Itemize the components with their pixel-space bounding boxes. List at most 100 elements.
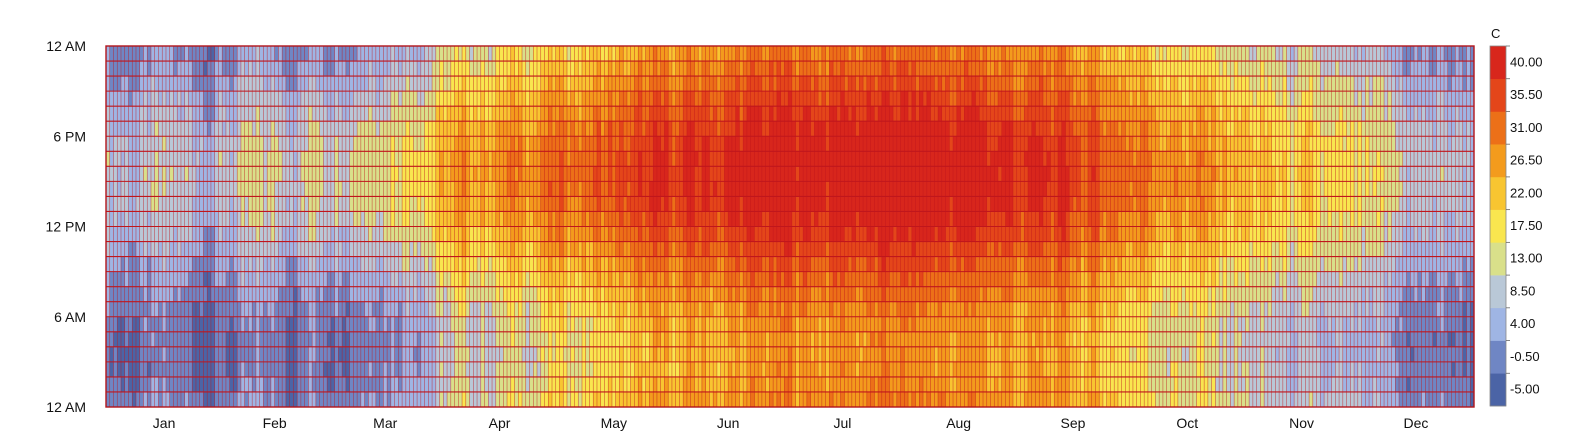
heatmap-cell	[282, 256, 287, 273]
heatmap-cell	[818, 301, 823, 318]
heatmap-cell	[342, 136, 347, 152]
heatmap-cell	[315, 91, 321, 107]
heatmap-cell	[150, 136, 156, 152]
heatmap-cell	[387, 316, 392, 333]
heatmap-cell	[424, 361, 429, 378]
heatmap-cell	[548, 376, 553, 393]
heatmap-cell	[203, 181, 208, 197]
heatmap-cell	[342, 46, 347, 62]
heatmap-cell	[641, 346, 647, 363]
heatmap-cell	[327, 121, 332, 137]
heatmap-cell	[237, 286, 242, 303]
heatmap-cell	[836, 331, 841, 348]
heatmap-cell	[263, 46, 268, 62]
heatmap-cell	[563, 391, 568, 408]
heatmap-cell	[683, 316, 688, 333]
heatmap-cell	[503, 91, 508, 107]
heatmap-cell	[675, 331, 680, 348]
heatmap-cell	[507, 241, 512, 257]
heatmap-cell	[462, 181, 467, 197]
heatmap-cell	[450, 271, 455, 288]
heatmap-cell	[758, 226, 763, 242]
heatmap-cell	[484, 106, 489, 122]
heatmap-cell	[570, 196, 575, 212]
heatmap-cell	[165, 136, 171, 152]
heatmap-cell	[788, 361, 793, 378]
heatmap-cell	[518, 106, 523, 122]
heatmap-cell	[825, 301, 830, 318]
heatmap-cell	[364, 241, 369, 257]
heatmap-cell	[270, 376, 276, 393]
heatmap-cell	[679, 76, 684, 92]
heatmap-cell	[833, 211, 838, 227]
heatmap-cell	[664, 166, 669, 182]
heatmap-cell	[435, 316, 440, 333]
heatmap-cell	[188, 226, 193, 242]
heatmap-cell	[297, 181, 302, 197]
heatmap-cell	[716, 106, 722, 122]
heatmap-cell	[724, 256, 729, 273]
heatmap-cell	[439, 361, 444, 378]
heatmap-cell	[342, 271, 347, 288]
heatmap-cell	[492, 121, 497, 137]
heatmap-cell	[473, 226, 478, 242]
heatmap-cell	[173, 76, 178, 92]
heatmap-cell	[795, 256, 800, 273]
heatmap-cell	[139, 241, 144, 257]
heatmap-cell	[833, 76, 838, 92]
heatmap-cell	[180, 151, 186, 167]
heatmap-cell	[705, 166, 710, 182]
heatmap-cell	[285, 241, 291, 257]
heatmap-cell	[810, 136, 815, 152]
heatmap-cell	[522, 151, 527, 167]
heatmap-cell	[769, 166, 774, 182]
heatmap-cell	[581, 376, 587, 393]
heatmap-cell	[522, 166, 527, 182]
heatmap-cell	[357, 376, 362, 393]
heatmap-cell	[360, 241, 366, 257]
heatmap-cell	[656, 121, 662, 137]
heatmap-cell	[848, 151, 853, 167]
heatmap-cell	[731, 136, 737, 152]
heatmap-cell	[773, 226, 778, 242]
heatmap-cell	[548, 226, 553, 242]
heatmap-cell	[188, 256, 193, 273]
heatmap-cell	[814, 151, 819, 167]
heatmap-cell	[870, 151, 875, 167]
heatmap-cell	[495, 376, 500, 393]
heatmap-cell	[165, 46, 171, 62]
heatmap-cell	[450, 181, 455, 197]
heatmap-cell	[638, 316, 643, 333]
heatmap-cell	[409, 376, 414, 393]
heatmap-cell	[462, 271, 467, 288]
heatmap-cell	[109, 76, 114, 92]
heatmap-cell	[630, 286, 635, 303]
heatmap-cell	[222, 181, 227, 197]
heatmap-cell	[559, 331, 564, 348]
heatmap-cell	[578, 136, 583, 152]
heatmap-cell	[195, 271, 201, 288]
heatmap-cell	[735, 376, 740, 393]
heatmap-cell	[518, 46, 523, 62]
heatmap-cell	[154, 121, 159, 137]
heatmap-cell	[237, 331, 242, 348]
heatmap-cell	[480, 46, 485, 62]
heatmap-cell	[289, 166, 294, 182]
heatmap-cell	[259, 106, 264, 122]
heatmap-cell	[143, 46, 148, 62]
heatmap-cell	[338, 46, 343, 62]
heatmap-cell	[315, 256, 321, 273]
heatmap-cell	[462, 211, 467, 227]
heatmap-cell	[585, 121, 590, 137]
heatmap-cell	[285, 181, 291, 197]
heatmap-cell	[244, 271, 249, 288]
heatmap-cell	[623, 61, 628, 77]
heatmap-cell	[596, 361, 602, 378]
heatmap-cell	[300, 121, 306, 137]
heatmap-cell	[694, 196, 699, 212]
heatmap-cell	[495, 346, 500, 363]
heatmap-cell	[724, 151, 729, 167]
heatmap-cell	[180, 136, 186, 152]
heatmap-cell	[252, 166, 257, 182]
heatmap-cell	[671, 61, 677, 77]
